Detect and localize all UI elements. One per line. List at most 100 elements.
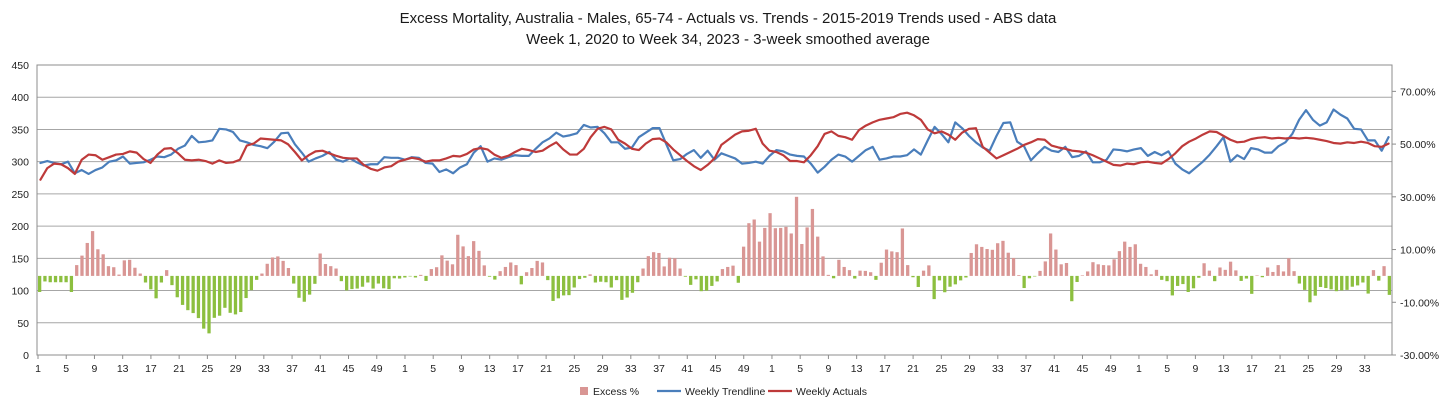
excess-bar xyxy=(127,259,132,276)
excess-bar xyxy=(996,243,1000,276)
excess-bar xyxy=(186,275,190,311)
excess-bar xyxy=(1207,270,1212,276)
chart-title: Excess Mortality, Australia - Males, 65-… xyxy=(399,10,1057,27)
excess-bar xyxy=(143,275,148,283)
excess-bar xyxy=(154,275,158,299)
excess-bar xyxy=(313,275,317,284)
x-tick-label: 21 xyxy=(173,363,185,375)
x-tick-label: 45 xyxy=(1077,363,1089,375)
y-right-tick-label: 50.00% xyxy=(1400,139,1436,151)
excess-bar xyxy=(747,223,751,276)
x-tick-label: 33 xyxy=(258,363,270,375)
excess-bar xyxy=(562,275,566,296)
x-tick-label: 25 xyxy=(202,363,214,375)
excess-bar xyxy=(180,275,185,305)
excess-bar xyxy=(122,260,126,276)
excess-bar xyxy=(292,275,296,284)
excess-bar xyxy=(419,274,423,276)
x-tick-label: 17 xyxy=(145,363,157,375)
excess-bar xyxy=(1075,275,1079,282)
excess-bar xyxy=(1255,275,1259,276)
y-left-tick-label: 0 xyxy=(23,350,29,362)
excess-bar xyxy=(593,275,598,283)
excess-bar xyxy=(387,275,391,290)
excess-bar xyxy=(223,275,227,308)
y-right-tick-label: -10.00% xyxy=(1400,297,1439,309)
excess-bar xyxy=(217,275,222,316)
y-right-tick-label: 70.00% xyxy=(1400,86,1436,98)
excess-bar xyxy=(1197,275,1201,278)
excess-bar xyxy=(260,273,264,276)
excess-bar xyxy=(1271,271,1275,276)
excess-bar xyxy=(657,252,661,276)
excess-bar xyxy=(281,260,285,276)
excess-bar xyxy=(117,274,121,276)
y-left-tick-label: 250 xyxy=(11,189,29,201)
excess-bar xyxy=(1027,275,1032,279)
excess-bar xyxy=(270,257,275,276)
excess-bar xyxy=(625,275,629,298)
legend-excess-swatch xyxy=(580,387,588,395)
excess-bar xyxy=(286,268,291,276)
excess-bar xyxy=(196,275,201,319)
y-left-tick-label: 200 xyxy=(11,221,29,233)
excess-bar xyxy=(715,275,719,282)
y-left-tick-label: 100 xyxy=(11,286,29,298)
excess-bar xyxy=(276,256,280,276)
excess-bar xyxy=(831,275,836,279)
excess-bar xyxy=(159,275,164,283)
legend: Excess % Weekly Trendline Weekly Actuals xyxy=(580,386,867,398)
excess-bar xyxy=(895,252,899,276)
excess-bar xyxy=(408,275,412,277)
excess-bar xyxy=(1366,275,1370,294)
excess-bar xyxy=(207,275,211,334)
excess-bar xyxy=(620,275,624,300)
legend-trendline-label: Weekly Trendline xyxy=(685,386,766,398)
excess-bar xyxy=(816,236,820,276)
excess-bar xyxy=(1175,275,1180,286)
excess-bar xyxy=(1334,275,1339,292)
excess-bar xyxy=(202,275,206,329)
excess-bar xyxy=(731,265,735,276)
x-tick-label: 17 xyxy=(1246,363,1258,375)
excess-bar xyxy=(752,219,756,276)
excess-bar xyxy=(1165,275,1169,282)
excess-bar xyxy=(874,275,878,280)
excess-bar xyxy=(1107,265,1111,276)
excess-bar xyxy=(493,275,497,280)
excess-bar xyxy=(318,253,322,276)
excess-bar xyxy=(1043,261,1047,276)
x-tick-label: 21 xyxy=(1274,363,1286,375)
excess-bar xyxy=(477,250,481,276)
excess-bar xyxy=(466,256,471,276)
y-right-tick-label: -30.00% xyxy=(1400,350,1439,362)
excess-bar xyxy=(641,268,645,276)
excess-bar xyxy=(927,265,931,276)
excess-bar xyxy=(556,275,560,299)
excess-bar xyxy=(551,275,555,301)
excess-bar xyxy=(1260,275,1264,278)
excess-bar xyxy=(1096,264,1100,276)
x-tick-label: 29 xyxy=(964,363,976,375)
excess-bar xyxy=(530,268,534,276)
excess-bar xyxy=(720,269,725,276)
excess-bar xyxy=(630,275,635,293)
excess-bar xyxy=(503,266,508,276)
excess-bar xyxy=(768,213,772,276)
excess-bar xyxy=(837,259,841,276)
excess-bar xyxy=(170,275,174,286)
excess-bar xyxy=(694,275,698,280)
excess-bar xyxy=(969,252,973,276)
actuals-series xyxy=(39,111,1390,181)
excess-bar xyxy=(588,274,592,276)
excess-bar xyxy=(1149,274,1153,276)
x-tick-label: 33 xyxy=(992,363,1004,375)
excess-bar xyxy=(514,265,518,276)
excess-bar xyxy=(710,275,714,286)
excess-bar xyxy=(1387,275,1391,295)
excess-bar xyxy=(233,275,238,315)
excess-bar xyxy=(1355,275,1360,286)
excess-bar xyxy=(540,262,545,276)
excess-bar xyxy=(1218,267,1222,276)
excess-bar xyxy=(297,275,301,298)
